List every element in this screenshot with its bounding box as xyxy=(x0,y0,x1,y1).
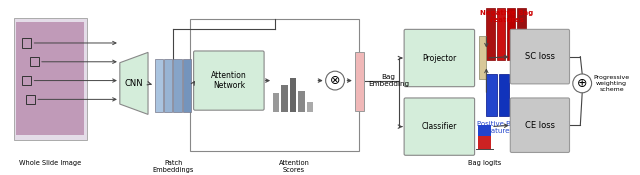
Text: Classifier: Classifier xyxy=(422,122,457,131)
Bar xyxy=(17,22,84,135)
Text: CNN: CNN xyxy=(125,79,143,88)
Bar xyxy=(22,38,31,48)
Bar xyxy=(486,74,497,116)
Text: Negative Bag
Features: Negative Bag Features xyxy=(481,10,534,23)
Polygon shape xyxy=(120,52,148,114)
Bar xyxy=(282,85,288,112)
Bar xyxy=(13,18,87,140)
Bar xyxy=(290,78,296,112)
Text: Whole Slide Image: Whole Slide Image xyxy=(19,160,81,166)
FancyBboxPatch shape xyxy=(510,29,570,84)
Text: Attention
Scores: Attention Scores xyxy=(279,160,310,173)
Bar xyxy=(478,128,491,149)
Bar xyxy=(507,8,515,60)
Bar xyxy=(183,59,191,112)
Bar xyxy=(29,57,39,66)
Bar xyxy=(307,102,313,112)
Bar xyxy=(298,91,305,112)
FancyBboxPatch shape xyxy=(510,98,570,152)
Bar xyxy=(273,93,280,112)
Text: Attention
Network: Attention Network xyxy=(211,71,247,90)
Bar xyxy=(164,59,172,112)
Text: ⊗: ⊗ xyxy=(330,74,340,87)
FancyBboxPatch shape xyxy=(404,29,475,87)
Bar xyxy=(22,76,31,85)
Bar xyxy=(17,22,84,135)
Text: Bag logits: Bag logits xyxy=(468,160,501,166)
Text: Projector: Projector xyxy=(422,54,456,62)
Bar xyxy=(478,125,491,136)
Text: Patch
Embeddings: Patch Embeddings xyxy=(153,160,194,173)
Bar xyxy=(355,52,364,111)
Bar xyxy=(155,59,163,112)
Bar xyxy=(26,95,35,104)
Text: SC loss: SC loss xyxy=(525,52,555,61)
Bar xyxy=(173,59,182,112)
Text: CE loss: CE loss xyxy=(525,121,555,130)
FancyBboxPatch shape xyxy=(194,51,264,110)
Bar xyxy=(479,36,486,79)
Text: Positive Bag
Features: Positive Bag Features xyxy=(477,121,520,134)
Text: ⊕: ⊕ xyxy=(577,77,588,90)
Text: Bag
Embedding: Bag Embedding xyxy=(368,74,409,87)
Bar xyxy=(486,8,495,60)
FancyBboxPatch shape xyxy=(404,98,475,155)
Circle shape xyxy=(573,74,591,93)
Bar xyxy=(497,8,505,60)
Bar xyxy=(517,8,526,60)
Bar xyxy=(190,19,360,151)
Text: Progressive
weighting
scheme: Progressive weighting scheme xyxy=(593,75,630,92)
Bar xyxy=(499,74,509,116)
Circle shape xyxy=(326,71,344,90)
